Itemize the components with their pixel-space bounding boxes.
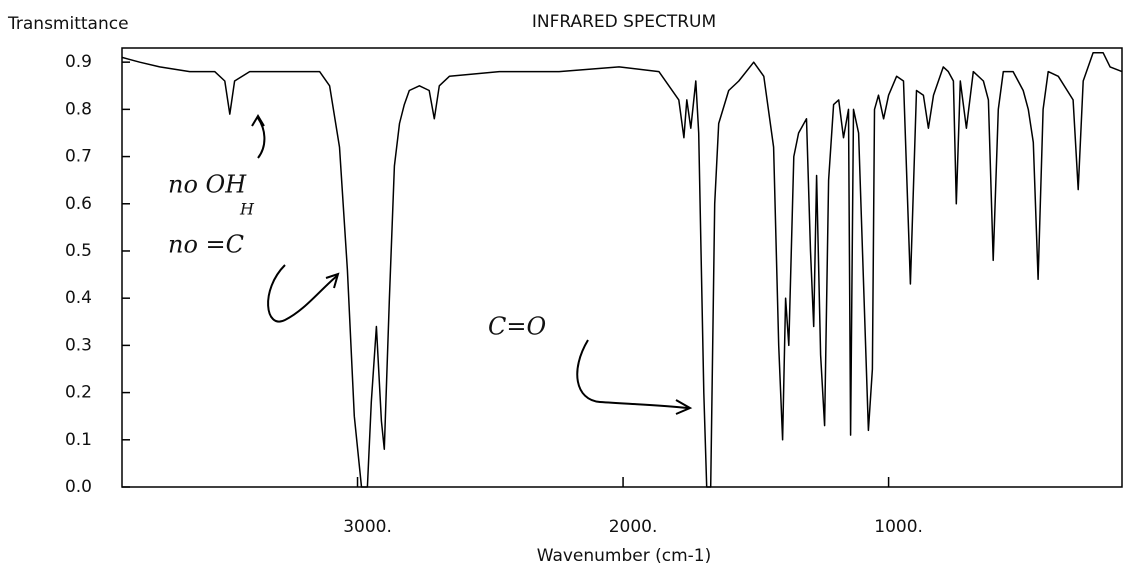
annotation: C=O: [488, 313, 546, 341]
y-axis-title: Transmittance: [7, 14, 129, 34]
y-tick-label: 0.4: [65, 288, 92, 308]
y-tick-label: 0.1: [65, 430, 92, 450]
chart-title: INFRARED SPECTRUM: [532, 12, 716, 32]
annotation: no OH: [168, 171, 247, 199]
y-tick-label: 0.0: [65, 477, 92, 497]
plot-frame: [121, 47, 1123, 488]
y-tick-label: 0.5: [65, 241, 92, 261]
y-tick-label: 0.6: [65, 194, 92, 214]
x-tick-label: 2000.: [609, 517, 658, 537]
x-axis-title: Wavenumber (cm-1): [537, 546, 712, 566]
y-tick-label: 0.7: [65, 147, 92, 167]
arrow: [576, 339, 693, 415]
y-tick-label: 0.2: [65, 383, 92, 403]
spectrum-line: [121, 51, 1123, 488]
annotation: H: [239, 200, 255, 219]
y-tick-label: 0.3: [65, 335, 92, 355]
y-tick-label: 0.8: [65, 99, 92, 119]
annotation-arrows: [251, 114, 693, 415]
annotation: no =C: [168, 231, 244, 259]
arrow: [251, 114, 266, 159]
arrow: [267, 264, 340, 323]
x-tick-label: 1000.: [874, 517, 923, 537]
x-tick-label: 3000.: [343, 517, 392, 537]
y-tick-label: 0.9: [65, 52, 92, 72]
